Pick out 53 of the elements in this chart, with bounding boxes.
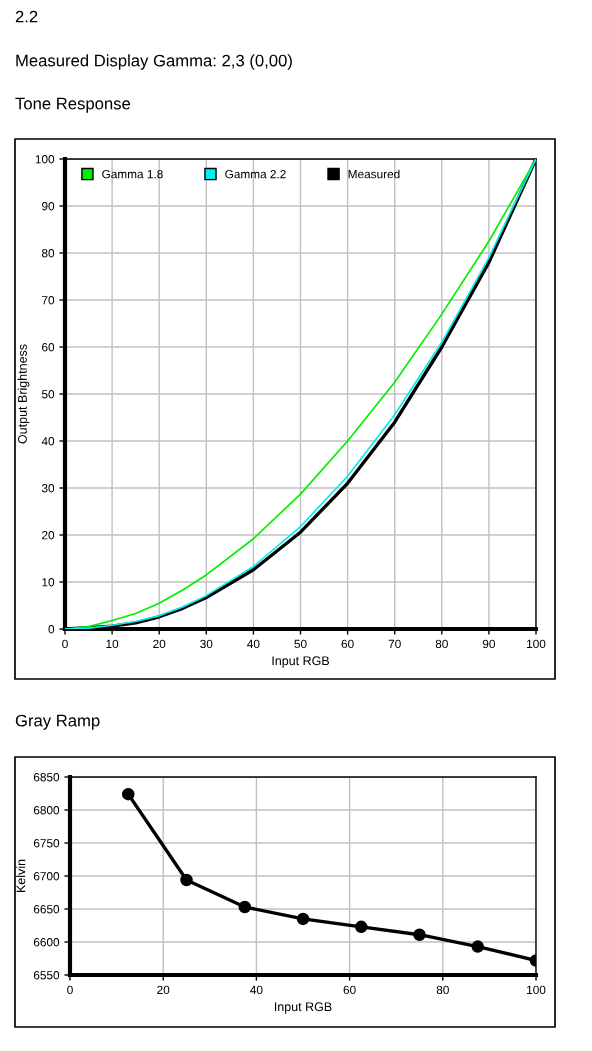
y-tick-label: 60 [42,343,55,352]
y-axis-title: Output Brightness [17,344,30,444]
chart-title: Gray Ramp [15,714,100,730]
y-tick-label: 70 [42,296,55,305]
y-tick-label: 90 [42,202,55,211]
y-tick-label: 100 [35,155,55,164]
x-tick-label: 50 [294,639,307,649]
legend-label: Gamma 1.8 [102,169,163,179]
y-tick-label: 6750 [33,839,60,848]
x-tick-label: 0 [62,639,68,649]
y-tick-label: 6850 [33,773,60,782]
x-tick-label: 60 [341,639,354,649]
x-axis-title: Input RGB [272,656,330,668]
x-tick-label: 0 [67,985,73,995]
text: Measured Display Gamma: 2,3 (0,00) [16,54,292,70]
y-tick-label: 20 [42,531,55,540]
x-tick-label: 80 [436,985,449,995]
point [354,920,368,934]
x-tick-label: 20 [153,639,166,649]
x-tick-label: 10 [106,639,119,649]
x-tick-label: 20 [157,985,170,995]
y-tick-label: 0 [48,625,55,634]
y-tick-label: 40 [41,437,55,446]
y-tick-label: 6800 [33,806,60,815]
legend-label: Gamma 2.2 [225,169,286,179]
point [238,900,252,914]
x-tick-label: 40 [250,985,263,995]
text: 2.2 [15,10,38,23]
x-tick-label: 90 [482,639,495,649]
x-axis-title: Input RGB [274,1002,332,1014]
y-tick-label: 6600 [33,938,60,947]
y-tick-label: 30 [41,484,55,493]
y-tick-label: 6650 [33,905,60,914]
point [413,928,426,941]
x-tick-label: 40 [247,639,260,649]
chart-title: Tone Response [15,97,131,113]
x-tick-label: 80 [435,639,448,649]
x-tick-label: 100 [527,985,546,995]
y-axis-title: Kelvin [16,859,26,892]
point [296,912,310,926]
y-tick-label: 10 [42,578,55,587]
point [180,873,193,887]
x-tick-label: 100 [527,639,546,649]
point [121,787,135,801]
x-tick-label: 60 [343,985,356,995]
x-tick-label: 30 [200,639,213,649]
point [471,940,485,953]
y-tick-label: 6700 [33,872,60,881]
legend-label: Measured [348,169,400,179]
y-tick-label: 50 [41,390,55,399]
y-tick-label: 6550 [33,971,60,980]
x-tick-label: 70 [388,639,401,649]
y-tick-label: 80 [41,249,55,258]
